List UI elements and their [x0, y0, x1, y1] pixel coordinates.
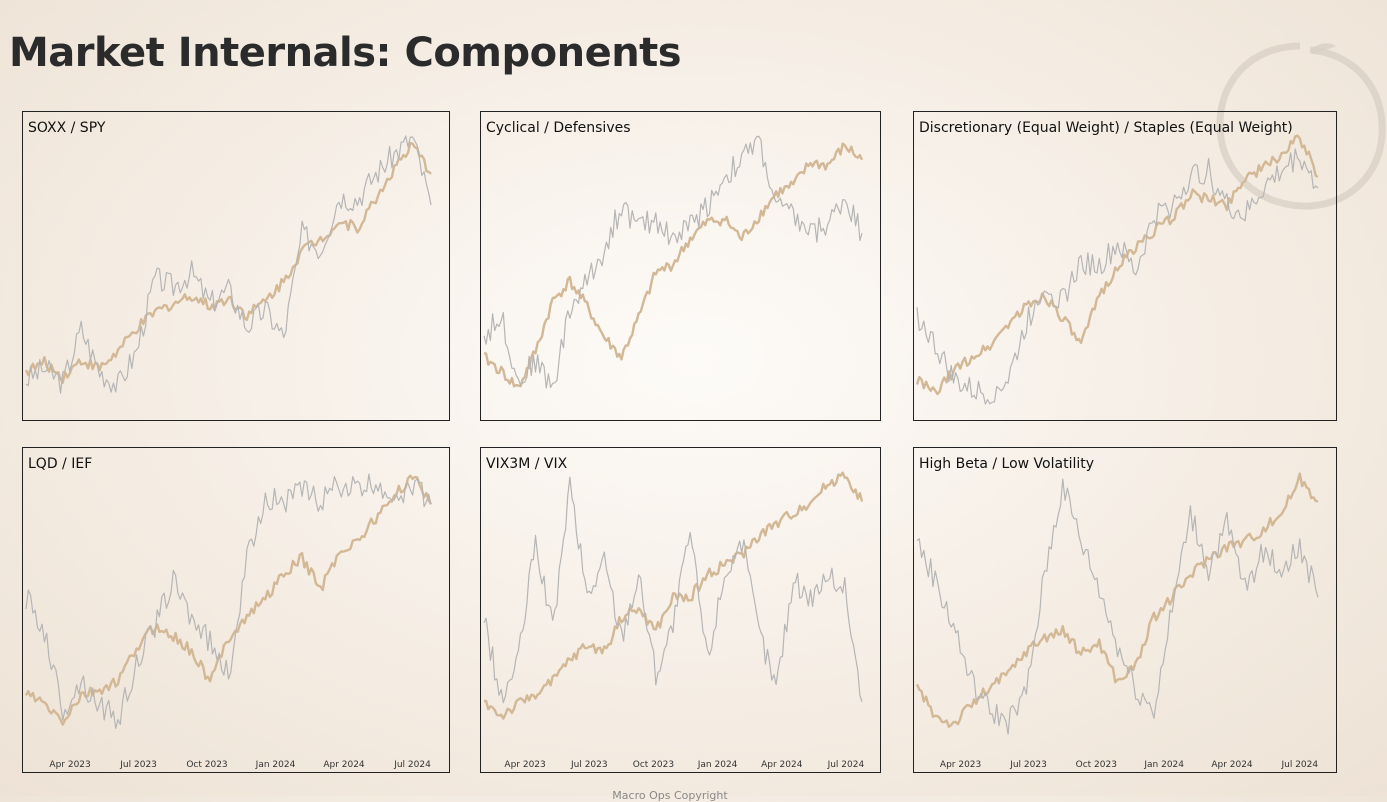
chart-svg: Apr 2023 Jul 2023 Oct 2023 Jan 2024 Apr 2024…: [915, 472, 1319, 770]
chart-panel-cyclical-defensives: Cyclical / Defensives: [480, 111, 881, 421]
x-tick-label: Oct 2023: [633, 760, 674, 770]
chart-svg: Apr 2023 Jul 2023 Oct 2023 Jan 2024 Apr 2024…: [483, 471, 865, 770]
x-tick-label: Jul 2023: [1009, 760, 1047, 770]
chart-title: SOXX / SPY: [28, 120, 106, 136]
x-tick-label: Apr 2024: [323, 760, 365, 770]
x-tick-label: Oct 2023: [1076, 760, 1117, 770]
x-tick-label: Apr 2023: [940, 760, 981, 770]
x-tick-label: Jan 2024: [1143, 760, 1184, 770]
spy-series-line: [24, 474, 433, 726]
x-tick-label: Jul 2023: [570, 760, 608, 770]
x-tick-label: Jan 2024: [255, 760, 296, 770]
ratio-series-line: [483, 135, 863, 389]
x-tick-label: Apr 2023: [49, 760, 90, 770]
chart-title: High Beta / Low Volatility: [919, 456, 1095, 472]
ratio-series-line: [25, 473, 432, 729]
chart-panel-vix3m-vix: VIX3M / VIX Apr 2023 Jul 2023 Oct 2023 Jan …: [480, 447, 881, 773]
spy-series-line: [483, 471, 864, 720]
chart-svg: [24, 135, 432, 394]
chart-svg: [915, 134, 1319, 405]
chart-title: VIX3M / VIX: [486, 456, 568, 472]
chart-title: LQD / IEF: [28, 456, 93, 472]
spy-series-line: [483, 142, 864, 388]
spy-series-line: [915, 134, 1319, 396]
chart-title: Discretionary (Equal Weight) / Staples (…: [919, 120, 1293, 136]
spy-series-line: [24, 141, 432, 384]
x-tick-label: Jul 2023: [119, 760, 157, 770]
x-tick-label: Apr 2023: [504, 760, 545, 770]
x-tick-label: Oct 2023: [186, 760, 227, 770]
x-tick-label: Apr 2024: [1211, 760, 1253, 770]
spy-series-line: [915, 472, 1319, 729]
x-tick-label: Jul 2024: [827, 760, 865, 770]
chart-title: Cyclical / Defensives: [486, 120, 631, 136]
ratio-series-line: [916, 478, 1319, 735]
x-tick-label: Jan 2024: [697, 760, 738, 770]
ratio-series-line: [25, 135, 432, 394]
x-tick-label: Jul 2024: [393, 760, 431, 770]
chart-panel-high-beta-low-vol: High Beta / Low Volatility Apr 2023 Jul 2…: [913, 447, 1337, 773]
ratio-series-line: [483, 476, 863, 704]
x-tick-label: Jul 2024: [1280, 760, 1318, 770]
page-title: Market Internals: Components: [9, 30, 682, 76]
chart-svg: [483, 135, 864, 389]
chart-panel-soxx-spy: SOXX / SPY: [22, 111, 450, 421]
chart-svg: Apr 2023 Jul 2023 Oct 2023 Jan 2024 Apr 2024…: [24, 473, 433, 770]
chart-panel-lqd-ief: LQD / IEF Apr 2023 Jul 2023 Oct 2023 Jan 20…: [22, 447, 450, 773]
ratio-series-line: [916, 148, 1319, 405]
x-tick-label: Apr 2024: [761, 760, 803, 770]
chart-panel-discretionary-staples: Discretionary (Equal Weight) / Staples (…: [913, 111, 1337, 421]
